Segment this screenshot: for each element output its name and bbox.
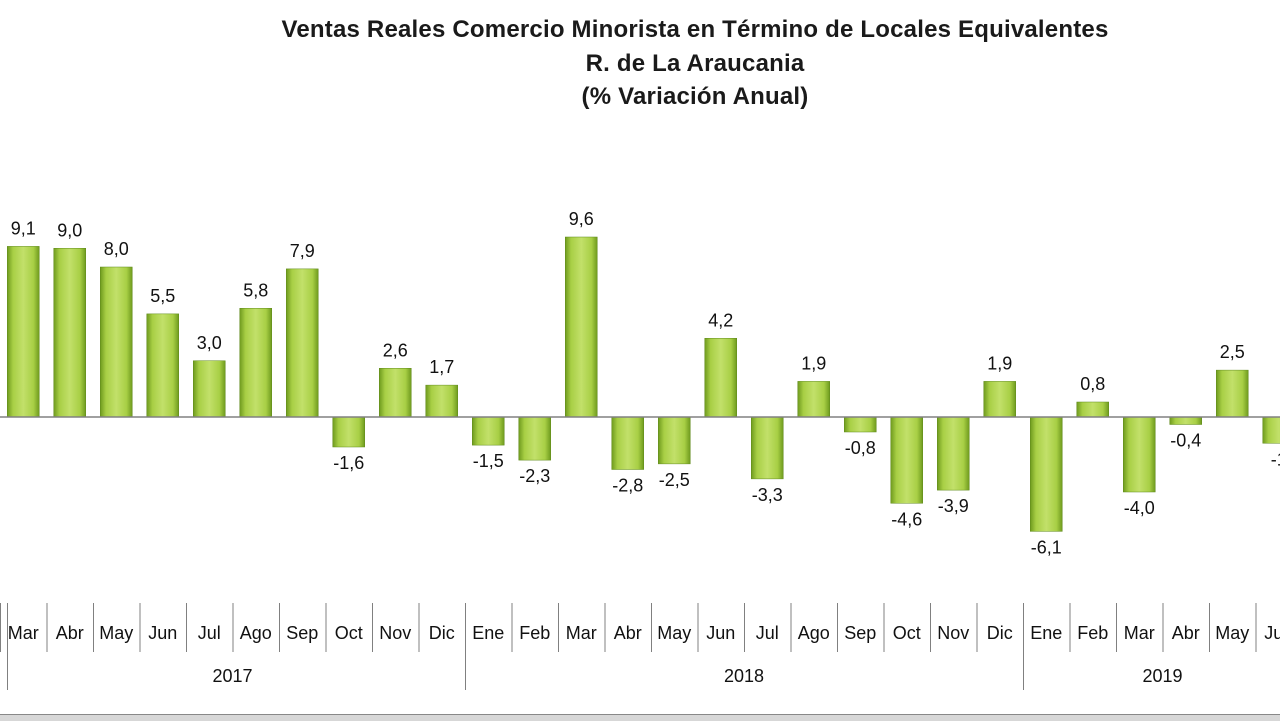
data-label-14: -2,5 [659,470,690,490]
bar-4 [193,360,226,418]
bar-16 [751,416,784,480]
chart-title: Ventas Reales Comercio Minorista en Térm… [281,16,1109,43]
category-label-8: Nov [379,623,411,643]
data-label-23: 0,8 [1080,374,1105,394]
category-label-17: Ago [798,623,830,643]
chart-subtitle-unit: (% Variación Anual) [581,83,809,110]
category-label-20: Nov [937,623,969,643]
data-label-24: -4,0 [1124,498,1155,518]
category-label-13: Abr [614,623,642,643]
bar-26 [1216,369,1249,418]
bar-10 [472,416,505,446]
category-label-9: Dic [429,623,455,643]
bar-5 [239,308,272,418]
bar-3 [146,313,179,418]
bar-1 [53,248,86,418]
data-label-17: 1,9 [801,353,826,373]
data-label-22: -6,1 [1031,537,1062,557]
data-label-4: 3,0 [197,333,222,353]
bar-19 [890,416,923,504]
data-label-7: -1,6 [333,453,364,473]
data-label-19: -4,6 [891,509,922,529]
chart-subtitle-region: R. de La Araucania [585,50,805,77]
category-label-3: Jun [148,623,177,643]
bar-15 [704,338,737,418]
category-label-14: May [657,623,691,643]
category-label-11: Feb [519,623,550,643]
category-label-25: Abr [1172,623,1200,643]
bar-11 [518,416,551,461]
data-label-21: 1,9 [987,353,1012,373]
data-label-12: 9,6 [569,209,594,229]
bar-23 [1076,401,1109,418]
bar-21 [983,381,1016,418]
category-label-22: Ene [1030,623,1062,643]
category-label-5: Ago [240,623,272,643]
data-label-18: -0,8 [845,438,876,458]
year-label-2018: 2018 [724,666,764,686]
bottom-border [0,714,1280,721]
bar-9 [425,384,458,418]
bar-13 [611,416,644,470]
category-label-15: Jun [706,623,735,643]
category-label-0: Mar [8,623,39,643]
bar-18 [844,416,877,433]
category-label-2: May [99,623,133,643]
category-label-18: Sep [844,623,876,643]
bar-22 [1030,416,1063,532]
category-label-27: Jun [1264,623,1280,643]
category-label-4: Jul [198,623,221,643]
data-label-13: -2,8 [612,476,643,496]
data-label-27: -1 [1271,449,1280,469]
category-label-26: May [1215,623,1249,643]
bar-25 [1169,416,1202,425]
category-label-12: Mar [566,623,597,643]
data-label-20: -3,9 [938,496,969,516]
bar-27 [1262,416,1280,444]
data-label-1: 9,0 [57,220,82,240]
data-label-15: 4,2 [708,310,733,330]
data-label-25: -0,4 [1170,431,1201,451]
bar-2 [100,266,133,418]
data-label-3: 5,5 [150,286,175,306]
bar-12 [565,236,598,418]
bar-7 [332,416,365,448]
bar-20 [937,416,970,491]
data-label-11: -2,3 [519,466,550,486]
bar-24 [1123,416,1156,493]
bar-8 [379,368,412,418]
data-label-26: 2,5 [1220,342,1245,362]
bar-17 [797,381,830,418]
category-label-1: Abr [56,623,84,643]
data-label-9: 1,7 [429,357,454,377]
bar-14 [658,416,691,465]
category-label-21: Dic [987,623,1013,643]
category-label-16: Jul [756,623,779,643]
category-label-24: Mar [1124,623,1155,643]
category-label-23: Feb [1077,623,1108,643]
data-label-5: 5,8 [243,280,268,300]
data-label-16: -3,3 [752,485,783,505]
data-label-0: 9,1 [11,218,36,238]
year-label-2017: 2017 [212,666,252,686]
bar-0 [7,246,40,418]
bar-6 [286,268,319,418]
year-label-2019: 2019 [1142,666,1182,686]
data-label-10: -1,5 [473,451,504,471]
data-label-2: 8,0 [104,239,129,259]
category-label-19: Oct [893,623,921,643]
data-label-6: 7,9 [290,241,315,261]
category-label-10: Ene [472,623,504,643]
category-label-6: Sep [286,623,318,643]
data-label-8: 2,6 [383,340,408,360]
category-label-7: Oct [335,623,363,643]
